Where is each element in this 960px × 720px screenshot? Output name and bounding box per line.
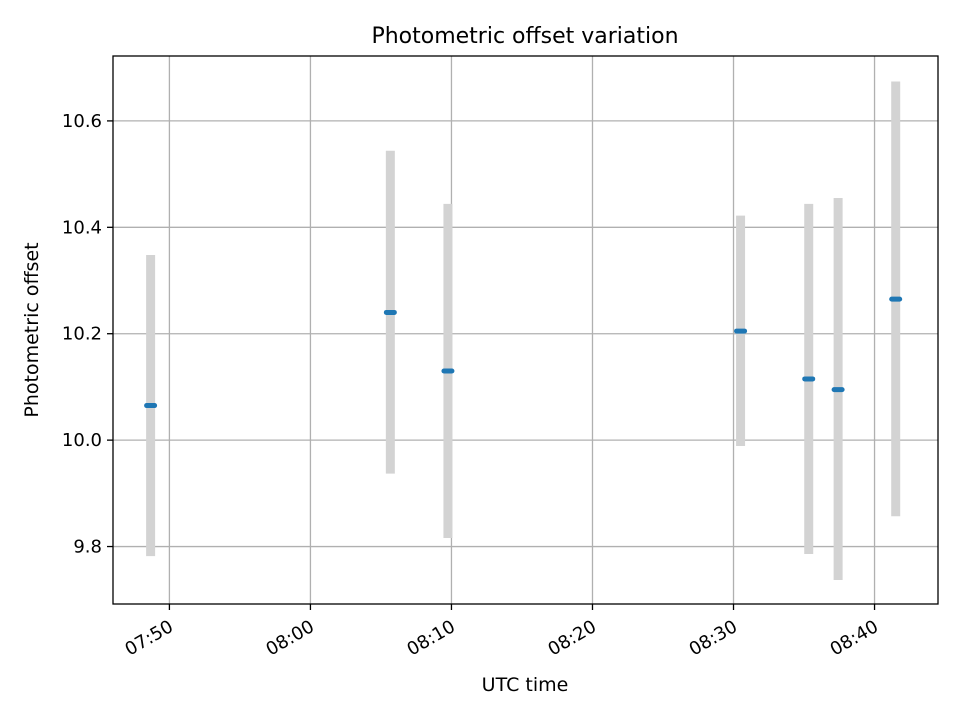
y-tick-label: 10.4	[62, 217, 102, 238]
y-tick-label: 10.6	[62, 111, 102, 132]
x-axis-label: UTC time	[482, 674, 569, 696]
y-tick-label: 10.2	[62, 324, 102, 345]
y-tick-label: 9.8	[73, 537, 102, 558]
grid	[113, 56, 938, 604]
chart-title: Photometric offset variation	[371, 24, 678, 49]
markers	[144, 296, 903, 409]
y-axis-ticks: 9.8 10.0 10.2 10.4 10.6	[62, 111, 113, 558]
y-axis-label: Photometric offset	[21, 242, 43, 417]
plot-frame	[112, 55, 939, 605]
y-tick-label: 10.0	[62, 430, 102, 451]
